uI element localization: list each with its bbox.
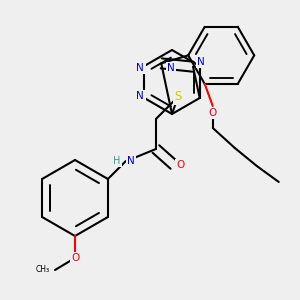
Text: N: N — [127, 156, 135, 166]
Text: N: N — [136, 91, 144, 101]
Text: H: H — [113, 156, 121, 166]
Text: O: O — [71, 253, 79, 263]
Text: CH₃: CH₃ — [36, 266, 50, 274]
Text: N: N — [167, 63, 175, 74]
Text: S: S — [174, 91, 182, 103]
Text: N: N — [136, 63, 144, 73]
Text: N: N — [197, 57, 205, 67]
Text: O: O — [177, 160, 185, 170]
Text: O: O — [208, 108, 217, 118]
